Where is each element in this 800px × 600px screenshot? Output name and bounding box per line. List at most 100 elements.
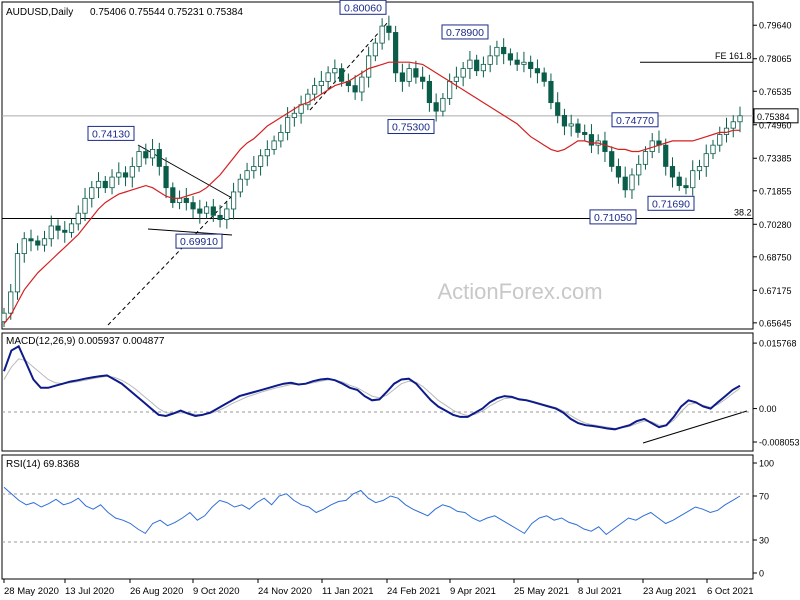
- candle-body: [318, 80, 324, 87]
- x-tick-label: 6 Oct 2021: [707, 586, 753, 597]
- price-annotation-labels: 0.80060 0.78900 0.75300 0.74130 0.74770 0.716…: [87, 0, 695, 249]
- candle-body: [264, 149, 270, 157]
- candle-body: [730, 121, 736, 129]
- candle-body: [312, 85, 318, 95]
- candle-body: [521, 61, 527, 65]
- ohlc-label: 0.75406 0.75544 0.75231 0.75384: [90, 7, 243, 18]
- candle-body: [480, 63, 487, 72]
- candle-body: [548, 80, 554, 104]
- candle-body: [75, 212, 81, 225]
- price-label-text: 0.74130: [92, 128, 130, 140]
- candle-body: [1, 312, 7, 323]
- macd-y-tick-label: -0.008053: [759, 437, 800, 447]
- candle-body: [14, 253, 21, 293]
- candle-body: [487, 55, 493, 65]
- macd-signal-line: [3, 358, 741, 430]
- fe-161-label: FE 161.8: [715, 51, 752, 61]
- price-y-tick-label: 0.70280: [759, 220, 792, 230]
- candle-body: [251, 166, 257, 172]
- price-y-axis: 0.79640 0.78065 0.76535 0.74960 0.73385 0.718…: [753, 21, 792, 328]
- price-y-tick-label: 0.65645: [759, 318, 792, 328]
- candle-body: [197, 208, 203, 214]
- candle-body: [453, 76, 460, 82]
- candle-body: [116, 172, 122, 178]
- candle-body: [217, 214, 223, 221]
- candle-body: [534, 68, 541, 74]
- x-tick-label: 9 Apr 2021: [450, 586, 496, 597]
- candle-body: [474, 59, 480, 72]
- candle-body: [170, 187, 176, 203]
- price-y-tick-label: 0.71855: [759, 186, 792, 196]
- candle-body: [224, 208, 230, 221]
- candle-body: [359, 76, 365, 93]
- candle-body: [528, 61, 534, 70]
- candle-body: [89, 187, 95, 199]
- candle-body: [710, 144, 716, 155]
- x-tick-label: 25 May 2021: [514, 586, 569, 597]
- fib-38-label: 38.2: [734, 208, 752, 218]
- candle-body: [183, 197, 189, 203]
- candle-body: [129, 166, 135, 178]
- price-label-text: 0.74770: [616, 115, 654, 127]
- price-y-tick-label: 0.78065: [759, 54, 792, 64]
- x-tick-label: 13 Jul 2020: [65, 586, 114, 597]
- price-label-box: [611, 112, 659, 128]
- candle-body: [460, 68, 466, 78]
- candle-body: [352, 85, 358, 93]
- candle-body: [433, 102, 439, 112]
- rsi-y-tick-label: 30: [759, 536, 769, 546]
- current-price-label: 0.75384: [757, 112, 790, 122]
- candle-body: [420, 76, 426, 82]
- candle-body: [291, 112, 297, 118]
- symbol-label: AUDUSD,Daily: [6, 7, 73, 18]
- candle-body: [339, 68, 345, 82]
- candle-body: [203, 206, 210, 214]
- candle-body: [257, 155, 264, 167]
- current-price-box: [753, 108, 799, 124]
- price-label-box: [387, 119, 435, 135]
- candle-body: [507, 53, 514, 61]
- candle-body: [514, 59, 520, 65]
- candle-body: [366, 55, 372, 78]
- rsi-title: RSI(14) 69.8368: [6, 459, 80, 470]
- candle-body: [230, 191, 237, 210]
- projection-line-1: [107, 195, 233, 326]
- candle-body: [494, 46, 500, 57]
- candle-body: [690, 170, 696, 189]
- candle-body: [41, 238, 48, 246]
- candle-body: [555, 102, 561, 116]
- rsi-y-tick-label: 0: [759, 569, 764, 579]
- candle-body: [210, 206, 216, 216]
- price-label-text: 0.69910: [180, 236, 218, 248]
- rsi-line: [3, 486, 741, 536]
- candle-body: [676, 176, 682, 186]
- x-tick-label: 24 Feb 2021: [387, 586, 440, 597]
- projection-line-2: [309, 21, 389, 111]
- price-label-box: [647, 195, 695, 211]
- candle-body: [379, 25, 385, 44]
- price-y-tick-label: 0.67175: [759, 286, 792, 296]
- candle-body: [28, 238, 34, 242]
- macd-y-tick-label: 0.00: [759, 404, 777, 414]
- candle-body: [575, 123, 581, 133]
- candle-body: [399, 72, 405, 82]
- price-y-tick-label: 0.79640: [759, 21, 792, 31]
- candle-body: [561, 114, 568, 127]
- candle-body: [386, 25, 392, 33]
- candle-body: [501, 46, 507, 55]
- candle-body: [305, 93, 311, 106]
- candle-body: [176, 197, 183, 203]
- candle-body: [156, 149, 162, 167]
- rsi-panel-frame: [1, 454, 754, 580]
- price-y-tick-label: 0.68750: [759, 252, 792, 262]
- candle-body: [48, 225, 54, 240]
- candle-body: [393, 32, 399, 74]
- candle-body: [609, 151, 615, 167]
- macd-y-axis: 0.015768 0.00 -0.008053: [753, 339, 800, 447]
- macd-panel-frame: [1, 332, 754, 452]
- watermark: ActionForex.com: [437, 279, 602, 304]
- x-tick-label: 11 Jan 2021: [322, 586, 374, 597]
- candle-body: [21, 238, 27, 255]
- candle-body: [372, 42, 378, 57]
- candle-body: [663, 144, 669, 167]
